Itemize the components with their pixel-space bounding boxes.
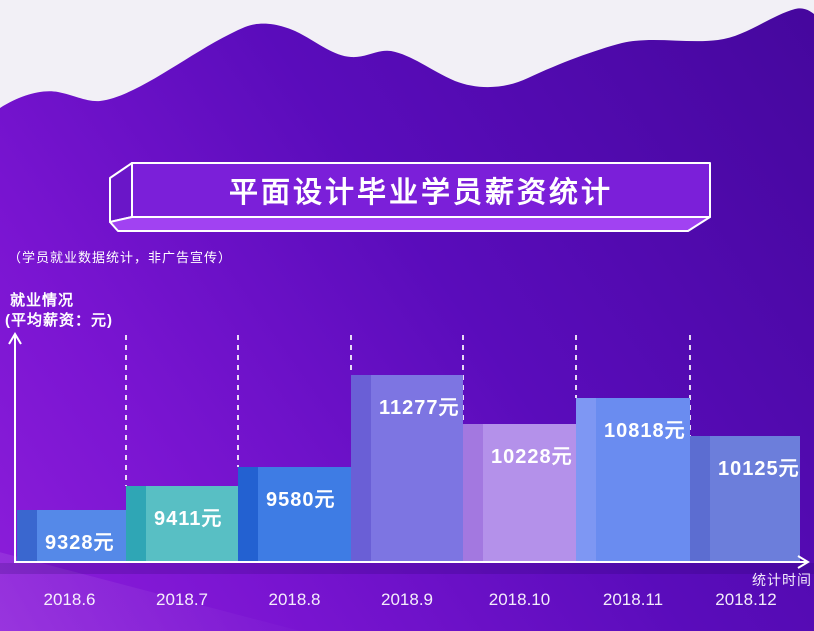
banner-bottom-face [109,216,711,232]
x-tick-2018-8: 2018.8 [268,590,321,609]
x-tick-2018-10: 2018.10 [488,590,551,609]
y-axis-title-line2: (平均薪资：元) [5,312,113,329]
bar-value-label: 10125元 [718,458,800,480]
bar-2018-11: 10818元 [576,398,690,562]
x-tick-2018-12: 2018.12 [715,590,777,609]
x-tick-2018-11: 2018.11 [602,590,664,609]
bar-left-edge [576,398,596,562]
dashed-separator-4 [462,335,464,424]
y-axis-title-line1: 就业情况 [10,292,75,309]
bar-left-edge [17,510,37,562]
bar-value-label: 9580元 [266,489,336,511]
x-axis-title: 统计时间 [752,572,812,588]
bar-left-edge [690,436,710,562]
bar-value-label: 9328元 [45,532,115,554]
subtitle: （学员就业数据统计，非广告宣传） [8,250,233,265]
bar-value-label: 9411元 [154,508,223,530]
bar-2018-6: 9328元 [17,510,126,562]
top-wave-shape [0,0,814,108]
bar-2018-12: 10125元 [690,436,800,562]
banner-side-face [109,162,133,223]
dashed-separator-2 [237,335,239,467]
page-title: 平面设计毕业学员薪资统计 [228,177,613,209]
x-tick-2018-9: 2018.9 [381,590,433,609]
x-tick-2018-7: 2018.7 [156,590,208,609]
banner-main-face [131,162,711,218]
dashed-separator-1 [125,335,127,486]
y-axis-arrow-icon [8,332,22,345]
dashed-separator-5 [575,335,577,398]
bar-left-edge [351,375,371,562]
bar-2018-7: 9411元 [126,486,238,562]
dashed-separator-3 [350,335,352,375]
axis-floor-shadow [0,563,814,574]
bar-left-edge [126,486,146,562]
top-wave [0,0,814,108]
bar-value-label: 10228元 [491,446,573,468]
bar-2018-8: 9580元 [238,467,351,562]
dashed-separator-6 [689,335,691,436]
bar-2018-9: 11277元 [351,375,463,562]
bar-left-edge [238,467,258,562]
banner-box [109,162,711,232]
bar-2018-10: 10228元 [463,424,576,562]
x-tick-2018-6: 2018.6 [43,590,96,609]
bar-value-label: 11277元 [379,397,460,419]
bar-left-edge [463,424,483,562]
bar-value-label: 10818元 [604,420,686,442]
